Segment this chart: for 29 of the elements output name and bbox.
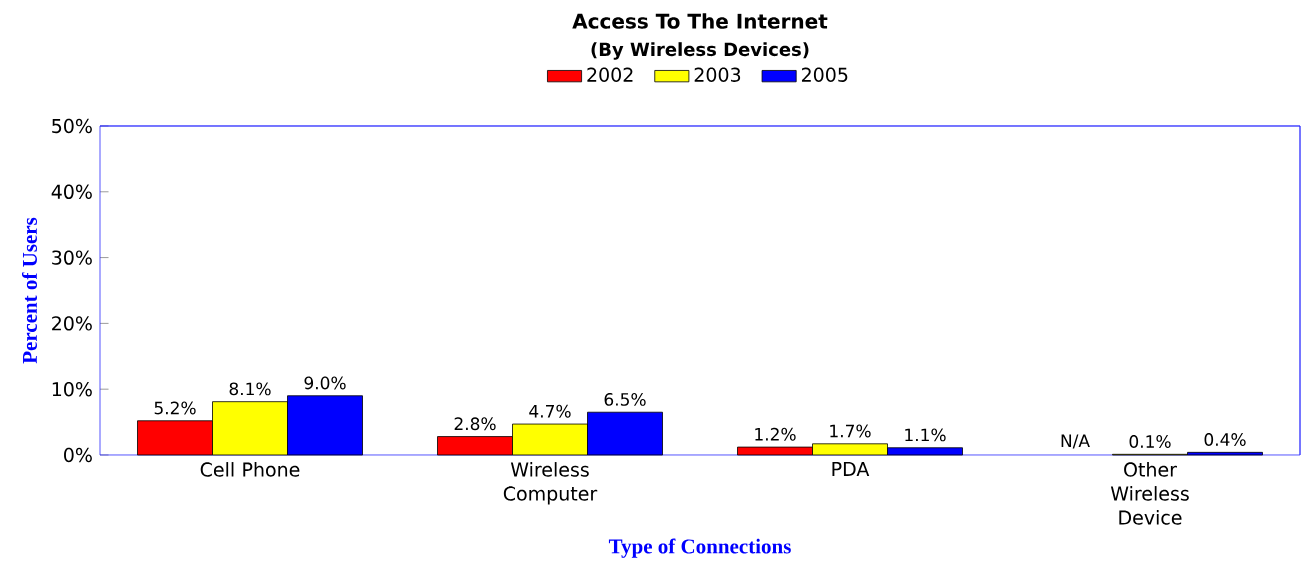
text: N/A [1061, 434, 1090, 449]
y-tick-label: 40% [51, 184, 92, 199]
y-tick-label: 50% [52, 118, 92, 134]
data-label: 1.2% [755, 427, 796, 441]
data-label: 0.4% [1204, 433, 1246, 446]
data-label: 1.7% [830, 424, 871, 438]
y-tick-label: 0% [64, 447, 92, 463]
data-label: 0.1% [1129, 435, 1171, 448]
data-label: 8.1% [229, 382, 271, 396]
y-tick-label: 10% [52, 381, 92, 397]
y-tick-label: 30% [52, 250, 92, 265]
data-label: 1.1% [905, 428, 946, 442]
data-label: 6.5% [604, 392, 646, 406]
y-axis-title: Percent of Users [22, 217, 37, 364]
x-axis-title: Type of Connections [608, 538, 791, 558]
legend-label: 2003 [694, 67, 741, 82]
data-label: 5.2% [154, 401, 196, 415]
legend-label: 2005 [801, 67, 848, 82]
x-tick-label: Other Wireless Device [1110, 462, 1189, 525]
x-tick-label: PDA [832, 462, 870, 476]
chart-subtitle: (By Wireless Devices) [591, 42, 809, 60]
x-tick-label: Wireless Computer [503, 462, 598, 505]
legend-label: 2002 [587, 67, 633, 82]
chart-title: Access To The Internet [572, 13, 828, 29]
data-label: 9.0% [304, 376, 346, 390]
data-label: 4.7% [529, 404, 571, 418]
x-tick-label: Cell Phone [200, 462, 300, 477]
data-label: 2.8% [454, 417, 496, 431]
y-tick-label: 20% [52, 316, 92, 331]
